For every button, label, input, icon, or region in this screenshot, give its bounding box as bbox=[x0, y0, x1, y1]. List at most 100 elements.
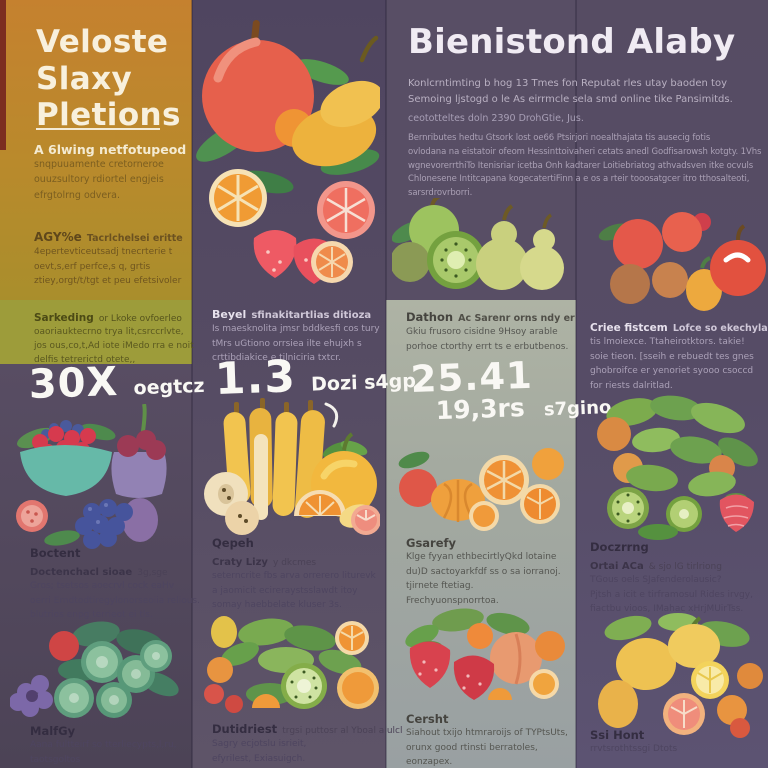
text-line: crttibdiakice e tilniciria txtcr. bbox=[212, 353, 341, 364]
text-line: ovlodana na eistatoir ofeom Hessinttoiva… bbox=[408, 146, 762, 157]
block-heading: Boctent bbox=[30, 546, 81, 560]
apple-citrus-strawberry-illustration bbox=[196, 14, 380, 296]
section-heading-rest: Tacrlchelsei eritte bbox=[86, 233, 183, 244]
stat-unit: Dozi s4gp bbox=[310, 369, 417, 396]
text-line: du)D sactoyarkfdf ss o sa iorranoj. bbox=[406, 566, 561, 577]
dathon-block: Dathon Ac Sarenr orns ndy er Gkiu frusor… bbox=[406, 306, 575, 354]
text-line: fiactbu vioos, IMahac xHrjMUirTss. bbox=[590, 604, 744, 615]
text-line: for riests dalritlad. bbox=[590, 380, 673, 391]
section-heading: AGY%e bbox=[34, 230, 82, 244]
stat-flourish bbox=[322, 402, 344, 428]
block-heading: MalfGy bbox=[30, 724, 76, 738]
text-line: oaoriauktecrno trya lit,csrccrlvte, bbox=[34, 327, 184, 337]
gsarefy-block: Gsarefy Klge fyyan ethbecirtlyQkd lotain… bbox=[406, 536, 561, 608]
stat-30x: 30X oegtcz bbox=[28, 356, 205, 408]
block-heading: Gsarefy bbox=[406, 536, 457, 550]
text-line: rrvtsrothtssgi Dtots bbox=[590, 744, 678, 754]
page-title: Bienistond Alaby bbox=[408, 22, 736, 62]
block-heading-rest: Ac Sarenr orns ndy er bbox=[458, 313, 575, 324]
text-line: Gros; tsetsos aoecrvl cock eaHv bbox=[30, 581, 175, 591]
text-line: Siahout txijo htmraroijs of TYPtsUts, bbox=[406, 728, 568, 738]
title-line: Veloste bbox=[36, 24, 169, 60]
mango-lemon-grapefruit-illustration bbox=[592, 612, 764, 740]
salad-kiwi-citrus-illustration bbox=[200, 616, 380, 720]
block-heading: Criee fistcem bbox=[590, 322, 668, 334]
hero-header: Bienistond Alaby Konlcrntimting b hog 13… bbox=[408, 22, 761, 201]
text-line: orunx good rtinsti berratoles, bbox=[406, 742, 538, 753]
block-heading: Qepeh bbox=[212, 536, 254, 550]
block-heading-rest: sfinakitartlias ditioza bbox=[251, 310, 372, 321]
text-line: snqpuuamente cretorneroe bbox=[34, 159, 164, 170]
text-line: oerri Erndtodtiregylonorseoiia relious. bbox=[30, 595, 200, 606]
text-line: sarsrdrovrborri. bbox=[408, 188, 473, 199]
text-line: tjirnete ftetiag. bbox=[406, 581, 474, 592]
stat-value: 1.3 bbox=[214, 351, 297, 405]
text-line: ztiey,orgt/t/tgt et peu efetsivoler bbox=[34, 276, 182, 287]
text-line: efrgtolrng odvera. bbox=[34, 189, 121, 201]
text-line: ouuzsultory rdiortel engjeis bbox=[34, 174, 164, 186]
block-heading-rest: Lofce so ekechylang bbox=[672, 323, 768, 334]
block-heading: Dathon bbox=[406, 310, 454, 324]
block-subheading: Ortai ACa bbox=[590, 561, 644, 572]
stat-value: 30X bbox=[28, 358, 120, 408]
text-line: jos ous,co,t,Ad iote iMedo rra e noit bbox=[34, 341, 194, 352]
stat-1-3: 1.3 Dozi s4gp bbox=[214, 347, 416, 405]
title-divider bbox=[36, 128, 160, 130]
left-olive-band bbox=[0, 300, 192, 364]
text-line: a jaomicit ecireraystsslawdt itoy bbox=[212, 585, 358, 596]
green-apple-kiwi-pear-illustration bbox=[392, 198, 568, 302]
text-line: Is maesknolita jmsr bddkesfi cos tury bbox=[212, 324, 380, 334]
berry-bowl-cherry-grape-illustration bbox=[6, 404, 186, 556]
red-apple-peach-pepper-illustration bbox=[598, 206, 766, 312]
block-heading-rest: trgsi puttosr al Yboal alulcl bbox=[282, 726, 403, 736]
block-subheading-rest: y dkcmes bbox=[273, 558, 317, 568]
column-divider bbox=[385, 0, 387, 768]
text-line: Sagry ecjotslu isrieit, bbox=[212, 739, 307, 749]
doczrrng-block: Doczrrng Ortai ACa & sjo lG tirlriong TG… bbox=[590, 540, 753, 617]
leafy-greens-kiwi-strawberry-illustration bbox=[592, 392, 764, 540]
left-intro-block: A 6lwing netfotupeod snqpuuamente cretor… bbox=[34, 142, 186, 203]
block-subheading: Craty Lizy bbox=[212, 557, 268, 568]
left-agy-block: AGY%e Tacrlchelsei eritte 4epertevticeut… bbox=[34, 226, 183, 289]
left-sarkeding-block: Sarkeding or Lkoke ovfoerleo oaoriauktec… bbox=[34, 306, 194, 368]
text-line: oevt,s,erf perfce,s q, grtis bbox=[34, 261, 151, 272]
block-heading: Doczrrng bbox=[590, 540, 649, 554]
text-line: Semoing ljstogd o le As eirrmcle sela sm… bbox=[408, 93, 733, 105]
block-subheading-rest: & sjo lG tirlriong bbox=[648, 562, 722, 572]
text-line: tis lmoiexce. Ttaheirotktors. takie! bbox=[590, 337, 745, 347]
block-heading: Dutidriest bbox=[212, 722, 278, 736]
strawberry-peach-citrus-illustration bbox=[392, 606, 568, 716]
text-line: Chlonesene Intitcapana kogecatertiFinn a… bbox=[408, 174, 750, 185]
text-line: wgnevorerrthiTo Itenisriar icetba Onh ka… bbox=[408, 160, 754, 171]
text-line: soie tieon. [sseih e rebuedt tes gnes bbox=[590, 351, 754, 362]
text-line: Konlcrntimting b hog 13 Tmes fon Reputat… bbox=[408, 78, 727, 89]
intro-heading: A 6lwing netfotupeod bbox=[34, 142, 187, 157]
column-divider bbox=[191, 0, 193, 768]
block-heading: Ssi Hont bbox=[590, 728, 645, 742]
stat-unit: oegtcz bbox=[133, 374, 205, 400]
block-heading: Cersht bbox=[406, 712, 449, 726]
maroon-edge-strip bbox=[0, 0, 6, 150]
ssihont-block: Ssi Hont rrvtsrothtssgi Dtots bbox=[590, 728, 677, 757]
dutidriest-block: Dutidriest trgsi puttosr al Yboal alulcl… bbox=[212, 718, 402, 766]
text-line: Pjtsh a icit e tirframosul Rides irvgy, bbox=[590, 589, 753, 600]
text-line: TGous oels SJafenderolausic? bbox=[590, 575, 722, 585]
block-subheading-rest: 3g,sge bbox=[137, 568, 168, 578]
text-line: seterncrite fbs arva orrerero liturevk bbox=[212, 571, 376, 581]
section-heading-rest: or Lkoke ovfoerleo bbox=[98, 314, 182, 324]
column-divider bbox=[575, 0, 577, 768]
boctent-block: Boctent Doctenchacl sioae 3g,sge Gros; t… bbox=[30, 546, 200, 623]
criee-block: Criee fistcem Lofce so ekechylang tis lm… bbox=[590, 316, 768, 393]
left-panel-title: Veloste Slaxy Pletions bbox=[36, 24, 181, 134]
section-heading: Sarkeding bbox=[34, 312, 94, 324]
text-line: ceototteltes doln 2390 DrohGtie, Jus. bbox=[408, 113, 584, 124]
cucumber-greens-flower-illustration bbox=[10, 614, 186, 728]
text-line: Frechyuonspnorrtoa. bbox=[406, 595, 499, 606]
text-line: tMrs uGtiono orrsiea ilte ehujxh s bbox=[212, 338, 362, 349]
text-line: blutrios enpg terrieot ei tls. bbox=[30, 610, 153, 621]
text-line: taotsgoltos bbox=[30, 754, 81, 765]
text-line: Klge fyyan ethbecirtlyQkd lotaine bbox=[406, 552, 557, 562]
block-subheading: Doctenchacl sioae bbox=[30, 567, 133, 578]
text-line: somay haebbelate kluser 3s. bbox=[212, 600, 342, 611]
orange-slices-tomato-squash-illustration bbox=[392, 440, 568, 534]
